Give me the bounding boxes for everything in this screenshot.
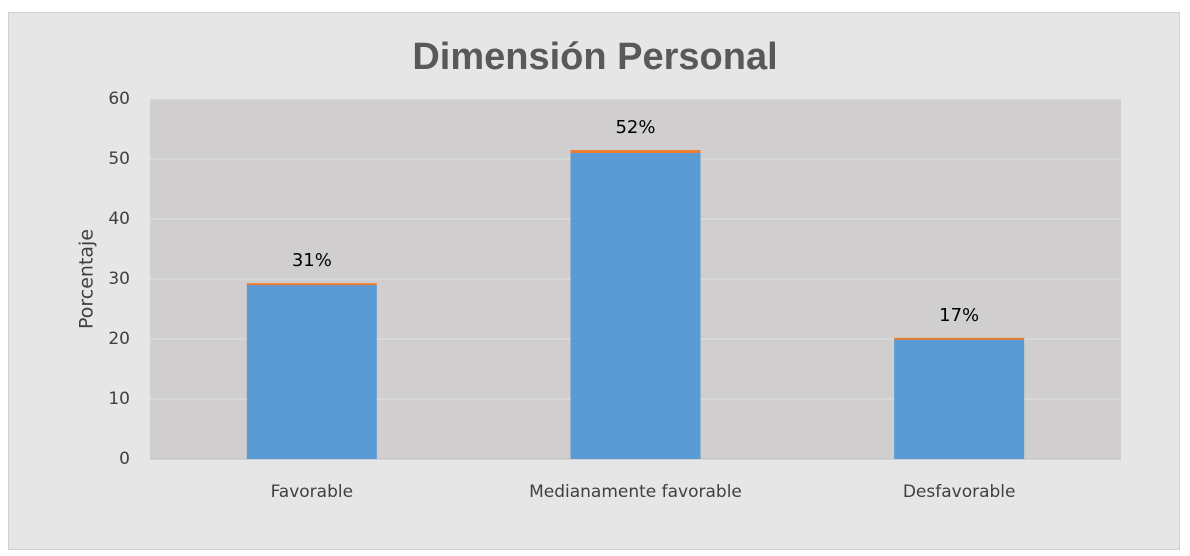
bar (570, 153, 701, 459)
y-tick-label: 40 (108, 209, 130, 229)
data-label: 17% (939, 305, 979, 326)
y-tick-label: 60 (108, 89, 130, 109)
bar-cap (570, 150, 701, 153)
y-tick-label: 20 (108, 329, 130, 349)
bar (246, 285, 377, 459)
x-category-label: Medianamente favorable (529, 482, 742, 502)
labels: 0 10 20 30 40 50 60 31% Favorable 52% Medianamente… (108, 89, 1015, 502)
chart-frame: 0 10 20 30 40 50 60 31% Favorable 52% Medianamente… (8, 12, 1180, 550)
y-tick-label: 50 (108, 149, 130, 169)
x-category-label: Favorable (271, 482, 353, 502)
bars (246, 150, 1025, 459)
x-category-label: Desfavorable (903, 482, 1016, 502)
bar-cap (246, 283, 377, 286)
y-tick-label: 0 (119, 449, 130, 469)
bar-cap (894, 337, 1025, 340)
data-label: 31% (292, 250, 332, 271)
data-label: 52% (615, 117, 655, 138)
y-tick-label: 30 (108, 269, 130, 289)
y-axis-label: Porcentaje (76, 229, 98, 329)
bar (894, 339, 1025, 459)
chart-title: Dimensión Personal (412, 36, 777, 78)
y-tick-label: 10 (108, 389, 130, 409)
chart-svg: 0 10 20 30 40 50 60 31% Favorable 52% Medianamente… (76, 36, 1121, 502)
